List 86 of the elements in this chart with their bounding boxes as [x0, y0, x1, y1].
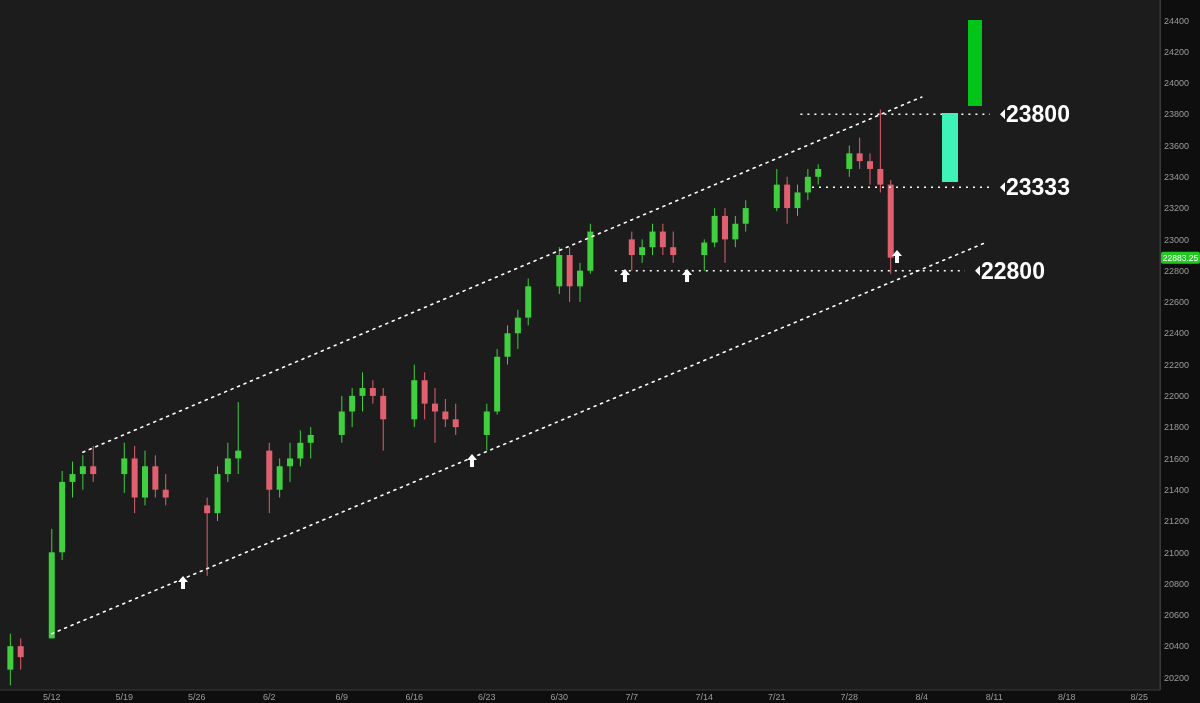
y-tick-label: 23400: [1164, 172, 1190, 182]
candlestick: [732, 215, 739, 248]
y-tick-label: 23800: [1164, 109, 1190, 120]
y-tick-label: 21000: [1164, 547, 1190, 558]
candlestick: [846, 145, 853, 178]
x-tick-label: 7/28: [840, 692, 859, 703]
x-tick-label: 7/21: [768, 692, 786, 703]
y-tick-label: 24000: [1164, 78, 1190, 89]
candlestick: [804, 168, 811, 201]
candlestick: [742, 199, 749, 233]
y-tick-label: 23000: [1164, 234, 1190, 245]
candlestick: [297, 429, 304, 467]
candlestick: [7, 633, 14, 686]
candlestick: [452, 403, 459, 436]
x-tick-label: 5/19: [115, 692, 134, 703]
candlestick: [152, 454, 159, 499]
candlestick: [442, 398, 449, 428]
candlestick: [639, 238, 646, 264]
candlestick: [17, 637, 24, 671]
ref-line-label: 22800: [981, 257, 1045, 284]
candlestick: [504, 324, 511, 366]
candlestick: [287, 442, 293, 483]
candlestick: [338, 395, 345, 444]
candlestick: [359, 371, 366, 412]
candlestick: [369, 379, 376, 405]
text: 22883.25: [1162, 252, 1199, 263]
ref-line-label: 23800: [1006, 101, 1070, 128]
y-tick-label: 22400: [1164, 328, 1190, 339]
ref-line-label: 23333: [1006, 174, 1070, 201]
y-tick-label: 23600: [1164, 140, 1190, 151]
candlestick: [162, 473, 169, 506]
x-tick-label: 5/26: [188, 692, 206, 703]
x-tick-label: 8/11: [985, 692, 1003, 703]
candlestick: [421, 371, 428, 420]
candlestick: [483, 403, 490, 452]
candlestick: [349, 387, 356, 428]
y-tick-label: 24400: [1164, 15, 1190, 26]
x-tick-label: 6/2: [263, 692, 276, 703]
x-tick-label: 6/23: [478, 692, 496, 703]
y-tick-label: 24200: [1164, 46, 1190, 57]
candlestick: [784, 176, 791, 225]
candlestick: [380, 387, 387, 452]
candlestick: [659, 223, 666, 256]
candlestick: [121, 442, 128, 494]
y-tick-label: 21800: [1164, 422, 1190, 433]
x-tick-label: 5/12: [43, 692, 61, 703]
candlestick: [69, 461, 76, 499]
candlestick: [90, 445, 97, 483]
y-tick-label: 22000: [1164, 391, 1190, 402]
candlestick: [794, 184, 801, 217]
x-tick-label: 6/9: [335, 692, 349, 703]
y-tick-label: 21400: [1164, 484, 1190, 495]
y-tick-label: 20200: [1164, 672, 1190, 683]
y-tick-label: 22200: [1164, 359, 1190, 370]
candlestick: [722, 207, 728, 264]
candlestick: [224, 442, 231, 483]
candlestick: [514, 309, 521, 350]
y-tick-label: 22800: [1164, 265, 1190, 276]
candlestick: [773, 168, 780, 212]
candlestick: [276, 457, 283, 499]
x-tick-label: 7/14: [695, 692, 714, 703]
x-tick-label: 8/4: [915, 692, 929, 703]
candlestick: [649, 223, 656, 256]
candlestick: [701, 238, 708, 272]
candlestick: [815, 163, 822, 186]
x-tick-label: 8/25: [1130, 692, 1149, 703]
y-tick-label: 21600: [1164, 453, 1190, 464]
y-tick-label: 21200: [1164, 516, 1190, 527]
x-tick-label: 8/18: [1058, 692, 1076, 703]
candlestick: [867, 152, 873, 186]
candlestick: [670, 231, 677, 264]
candlestick: [204, 497, 211, 577]
candlestick: [307, 426, 314, 459]
x-tick-label: 6/16: [405, 692, 424, 703]
candlestick: [577, 262, 583, 303]
y-tick-label: 20800: [1164, 578, 1190, 589]
x-tick-label: 7/7: [625, 692, 639, 703]
candlestick: [79, 454, 86, 491]
y-tick-label: 22600: [1164, 297, 1190, 308]
y-tick-label: 23200: [1164, 203, 1190, 214]
y-tick-label: 20600: [1164, 610, 1190, 621]
candlestick: [628, 231, 635, 272]
y-tick-label: 20400: [1164, 641, 1190, 652]
x-tick-label: 6/30: [550, 692, 569, 703]
candlestick: [877, 109, 884, 193]
candlestick: [856, 137, 863, 170]
